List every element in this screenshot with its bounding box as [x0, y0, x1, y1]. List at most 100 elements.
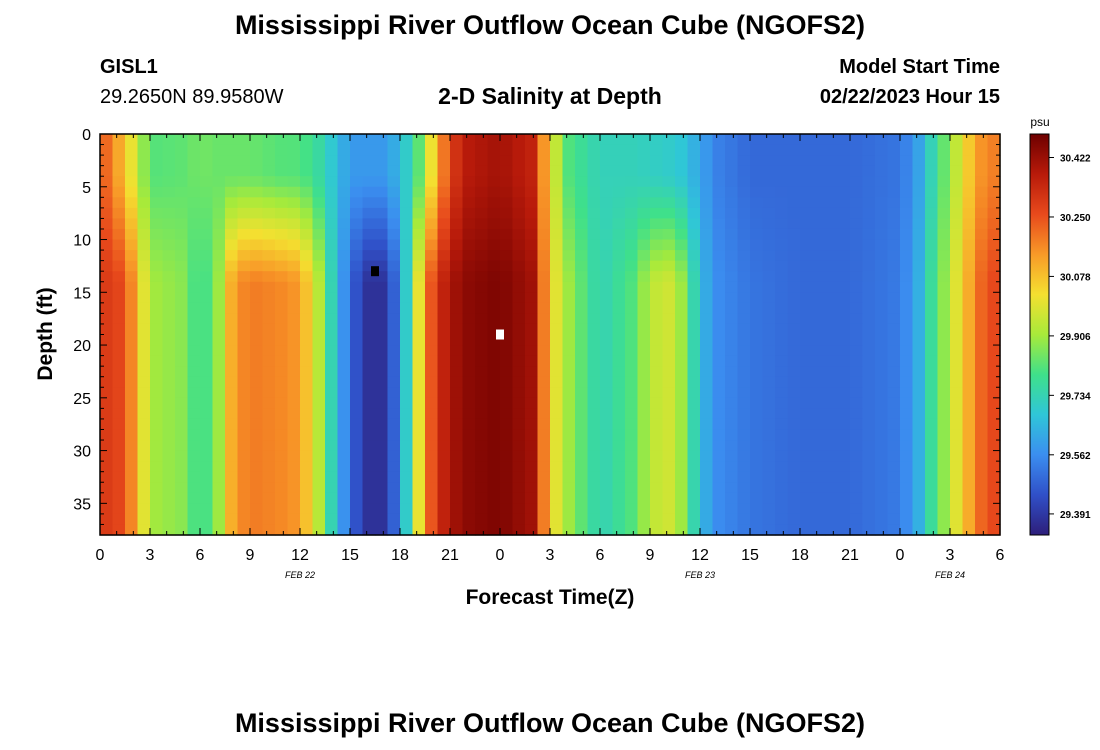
- model-start-label: Model Start Time: [839, 56, 1000, 78]
- heatmap-cell: [812, 313, 826, 325]
- heatmap-cell: [987, 165, 1001, 177]
- heatmap-cell: [462, 155, 476, 167]
- heatmap-cell: [575, 176, 589, 188]
- heatmap-cell: [525, 492, 539, 504]
- heatmap-cell: [637, 250, 651, 262]
- heatmap-cell: [725, 471, 739, 483]
- heatmap-cell: [175, 450, 189, 462]
- heatmap-cell: [400, 302, 414, 314]
- heatmap-cell: [750, 176, 764, 188]
- heatmap-cell: [462, 513, 476, 526]
- heatmap-cell: [887, 366, 901, 378]
- heatmap-cell: [537, 313, 551, 325]
- heatmap-cell: [637, 197, 651, 209]
- heatmap-cell: [762, 313, 776, 325]
- heatmap-cell: [412, 313, 426, 325]
- heatmap-cell: [500, 250, 514, 262]
- heatmap-cell: [262, 197, 276, 209]
- heatmap-cell: [700, 134, 714, 146]
- heatmap-cell: [375, 302, 389, 314]
- heatmap-cell: [612, 429, 626, 441]
- heatmap-cell: [962, 313, 976, 325]
- heatmap-cell: [912, 313, 926, 325]
- heatmap-cell: [637, 376, 651, 388]
- x-tick-label: 0: [96, 547, 105, 564]
- heatmap-cell: [287, 461, 301, 473]
- heatmap-cell: [550, 376, 564, 388]
- heatmap-cell: [312, 260, 326, 272]
- heatmap-cell: [362, 176, 376, 188]
- heatmap-cell: [575, 250, 589, 262]
- heatmap-cell: [200, 155, 214, 167]
- heatmap-cell: [937, 461, 951, 473]
- heatmap-cell: [137, 197, 151, 209]
- heatmap-cell: [287, 176, 301, 188]
- colorbar-tick-label: 30.078: [1060, 272, 1091, 283]
- heatmap-cell: [362, 513, 376, 526]
- heatmap-cell: [887, 271, 901, 283]
- heatmap-cell: [750, 334, 764, 346]
- heatmap-cell: [125, 313, 139, 325]
- heatmap-cell: [150, 134, 164, 146]
- heatmap-cell: [987, 397, 1001, 409]
- heatmap-cell: [550, 313, 564, 325]
- colorbar-tick-label: 29.906: [1060, 332, 1091, 343]
- heatmap-cell: [600, 323, 614, 336]
- heatmap-cell: [125, 355, 139, 367]
- heatmap-cell: [175, 292, 189, 304]
- heatmap-cell: [537, 176, 551, 188]
- heatmap-cell: [400, 144, 414, 156]
- x-tick-label: 0: [496, 547, 505, 564]
- heatmap-cell: [537, 186, 551, 198]
- heatmap-cell: [300, 503, 314, 515]
- heatmap-cell: [787, 345, 801, 357]
- heatmap-cell: [675, 492, 689, 504]
- heatmap-cell: [587, 334, 601, 346]
- heatmap-cell: [500, 323, 514, 336]
- heatmap-cell: [400, 323, 414, 336]
- heatmap-cell: [125, 271, 139, 283]
- heatmap-cell: [912, 239, 926, 251]
- heatmap-cell: [737, 302, 751, 314]
- heatmap-cell: [687, 440, 701, 452]
- heatmap-cell: [312, 482, 326, 494]
- heatmap-cell: [150, 334, 164, 346]
- heatmap-cell: [687, 134, 701, 146]
- heatmap-cell: [775, 355, 789, 367]
- heatmap-cell: [212, 524, 226, 536]
- heatmap-cell: [550, 492, 564, 504]
- heatmap-cell: [412, 440, 426, 452]
- heatmap-cell: [425, 408, 439, 420]
- heatmap-cell: [862, 513, 876, 526]
- heatmap-cell: [275, 429, 289, 441]
- heatmap-cell: [400, 524, 414, 536]
- heatmap-cell: [450, 144, 464, 156]
- heatmap-cell: [425, 440, 439, 452]
- heatmap-cell: [500, 345, 514, 357]
- heatmap-cell: [662, 281, 676, 293]
- heatmap-cell: [650, 450, 664, 462]
- heatmap-cell: [637, 397, 651, 409]
- heatmap-cell: [200, 513, 214, 526]
- heatmap-cell: [225, 313, 239, 325]
- heatmap-cell: [912, 334, 926, 346]
- heatmap-cell: [237, 471, 251, 483]
- heatmap-cell: [637, 471, 651, 483]
- heatmap-cell: [712, 207, 726, 220]
- heatmap-cell: [700, 482, 714, 494]
- heatmap-cell: [250, 492, 264, 504]
- heatmap-cell: [850, 250, 864, 262]
- heatmap-cell: [950, 271, 964, 283]
- heatmap-cell: [375, 176, 389, 188]
- heatmap-cell: [425, 345, 439, 357]
- heatmap-cell: [500, 281, 514, 293]
- heatmap-cell: [787, 323, 801, 336]
- heatmap-cell: [162, 461, 176, 473]
- heatmap-cell: [162, 524, 176, 536]
- heatmap-cell: [675, 250, 689, 262]
- heatmap-cell: [337, 450, 351, 462]
- heatmap-cell: [512, 313, 526, 325]
- heatmap-cell: [250, 155, 264, 167]
- heatmap-cell: [512, 323, 526, 336]
- heatmap-cell: [825, 228, 839, 241]
